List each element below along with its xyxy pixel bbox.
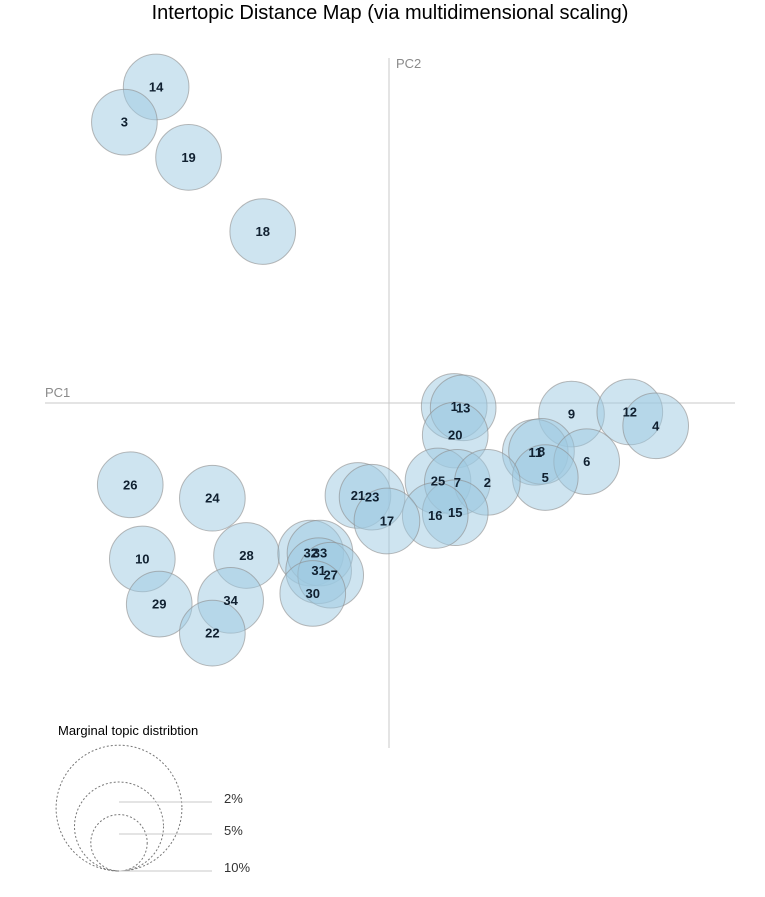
topic-bubble-3[interactable] [91,88,158,156]
topic-label-19: 19 [181,150,195,165]
topic-label-6: 6 [583,454,590,469]
legend-circle-10 [55,744,183,872]
topic-bubble-22[interactable] [179,599,246,667]
legend-label-10: 10% [224,860,250,875]
topic-bubble-18[interactable] [229,198,297,265]
topic-bubble-19[interactable] [155,124,222,191]
chart-title: Intertopic Distance Map (via multidimens… [151,2,629,24]
topic-label-27: 27 [323,568,337,583]
topic-bubble-26[interactable] [96,451,164,519]
topic-label-32: 32 [303,546,317,561]
topic-label-1: 1 [451,399,458,414]
topic-bubble-29[interactable] [125,570,193,638]
topic-label-18: 18 [255,224,269,239]
topic-label-26: 26 [123,477,137,492]
topic-label-3: 3 [121,115,128,130]
topic-bubble-24[interactable] [179,464,246,532]
topic-label-15: 15 [448,505,462,520]
legend-label-2: 2% [224,791,243,806]
topic-label-20: 20 [448,428,462,443]
topic-label-34: 34 [223,593,238,608]
topic-label-4: 4 [652,418,660,433]
topic-label-25: 25 [431,473,445,488]
topic-bubble-17[interactable] [353,487,421,555]
topic-label-10: 10 [135,551,149,566]
topic-bubbles: 14 3 19 18 113 9 12 4 20 118 6 5 25 7 2 21 23 15 16 17 26 24 1… [91,53,690,667]
topic-bubble-30[interactable] [279,560,347,627]
topic-label-33: 33 [313,546,327,561]
size-legend: Marginal topic distribtion 2% 5% 10% [55,723,250,875]
legend-title: Marginal topic distribtion [58,723,198,738]
topic-label-30: 30 [306,586,320,601]
legend-circle-5 [74,781,164,872]
legend-label-5: 5% [224,823,243,838]
topic-label-13: 13 [456,400,470,415]
topic-label-17: 17 [380,513,394,528]
topic-label-23: 23 [365,490,379,505]
topic-label-5: 5 [542,470,549,485]
topic-label-16: 16 [428,508,442,523]
topic-label-21: 21 [351,488,365,503]
y-axis-label: PC2 [396,56,421,71]
topic-label-28: 28 [239,548,253,563]
topic-label-7: 7 [454,475,461,490]
topic-label-22: 22 [205,626,219,641]
topic-label-8: 8 [538,444,545,459]
topic-label-29: 29 [152,597,166,612]
topic-label-11: 11 [528,445,542,460]
legend-circle-2 [90,814,148,872]
topic-label-9: 9 [568,407,575,422]
topic-bubble-4[interactable] [622,392,690,460]
topic-label-2: 2 [484,475,491,490]
topic-label-24: 24 [205,491,220,506]
topic-label-31: 31 [311,563,325,578]
topic-label-12: 12 [623,404,637,419]
topic-label-14: 14 [149,79,164,94]
x-axis-label: PC1 [45,385,70,400]
